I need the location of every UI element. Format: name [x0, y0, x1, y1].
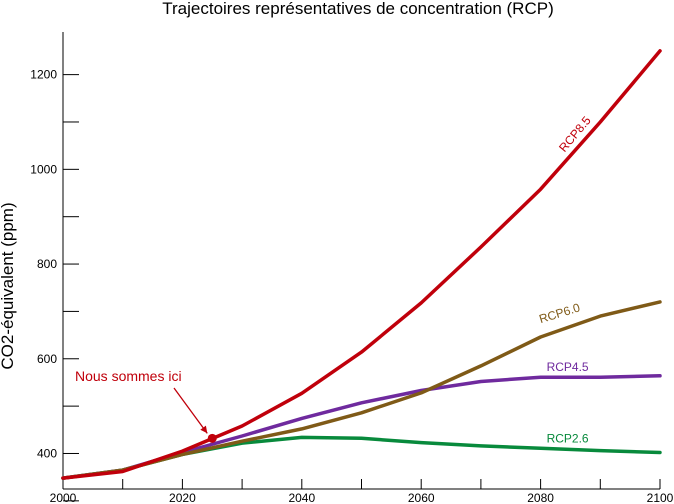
annotation-text: Nous sommes ici — [75, 368, 182, 384]
y-axis-label: CO2-équivalent (ppm) — [0, 202, 17, 369]
annotation-arrow — [173, 387, 208, 434]
series-label-rcp2-6: RCP2.6 — [547, 432, 589, 446]
annotation-layer: Nous sommes ici — [75, 368, 217, 443]
x-tick-label: 2100 — [647, 491, 674, 504]
annotation-arrowhead — [200, 425, 208, 434]
x-tick-label: 2020 — [169, 491, 196, 504]
x-tick-label: 2000 — [50, 491, 77, 504]
x-tick-label: 2080 — [527, 491, 554, 504]
series-label-rcp6-0: RCP6.0 — [537, 300, 582, 326]
series-line-rcp8-5 — [61, 49, 662, 480]
annotation-point-marker — [207, 433, 217, 443]
y-tick-label: 800 — [37, 257, 57, 271]
y-tick-label: 1000 — [30, 162, 57, 176]
x-tick-label: 2060 — [408, 491, 435, 504]
tick-layer: 400 600 800 1000 1200 2000 2020 2040 2060 2080 210… — [30, 68, 673, 504]
x-tick-label: 2040 — [288, 491, 315, 504]
series-line-rcp6-0 — [61, 300, 662, 480]
series-layer — [61, 49, 662, 480]
y-tick-label: 1200 — [30, 68, 57, 82]
y-tick-label: 600 — [37, 352, 57, 366]
y-tick-label: 400 — [37, 446, 57, 460]
chart-title: Trajectoires représentatives de concentr… — [162, 0, 553, 18]
series-label-rcp4-5: RCP4.5 — [547, 360, 589, 374]
